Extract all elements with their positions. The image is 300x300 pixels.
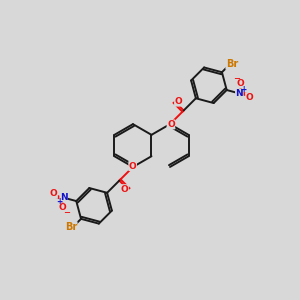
Text: O: O (175, 97, 182, 106)
Text: N: N (60, 193, 68, 202)
Text: −: − (63, 208, 70, 217)
Text: Br: Br (226, 59, 238, 69)
Text: O: O (246, 93, 253, 102)
Text: +: + (57, 197, 63, 206)
Text: +: + (240, 85, 246, 94)
Text: O: O (129, 161, 136, 170)
Text: O: O (59, 203, 67, 212)
Text: Br: Br (65, 222, 77, 232)
Text: −: − (233, 74, 240, 83)
Text: O: O (236, 79, 244, 88)
Text: O: O (121, 184, 128, 194)
Text: N: N (236, 89, 243, 98)
Text: O: O (50, 189, 57, 198)
Text: O: O (167, 120, 175, 129)
